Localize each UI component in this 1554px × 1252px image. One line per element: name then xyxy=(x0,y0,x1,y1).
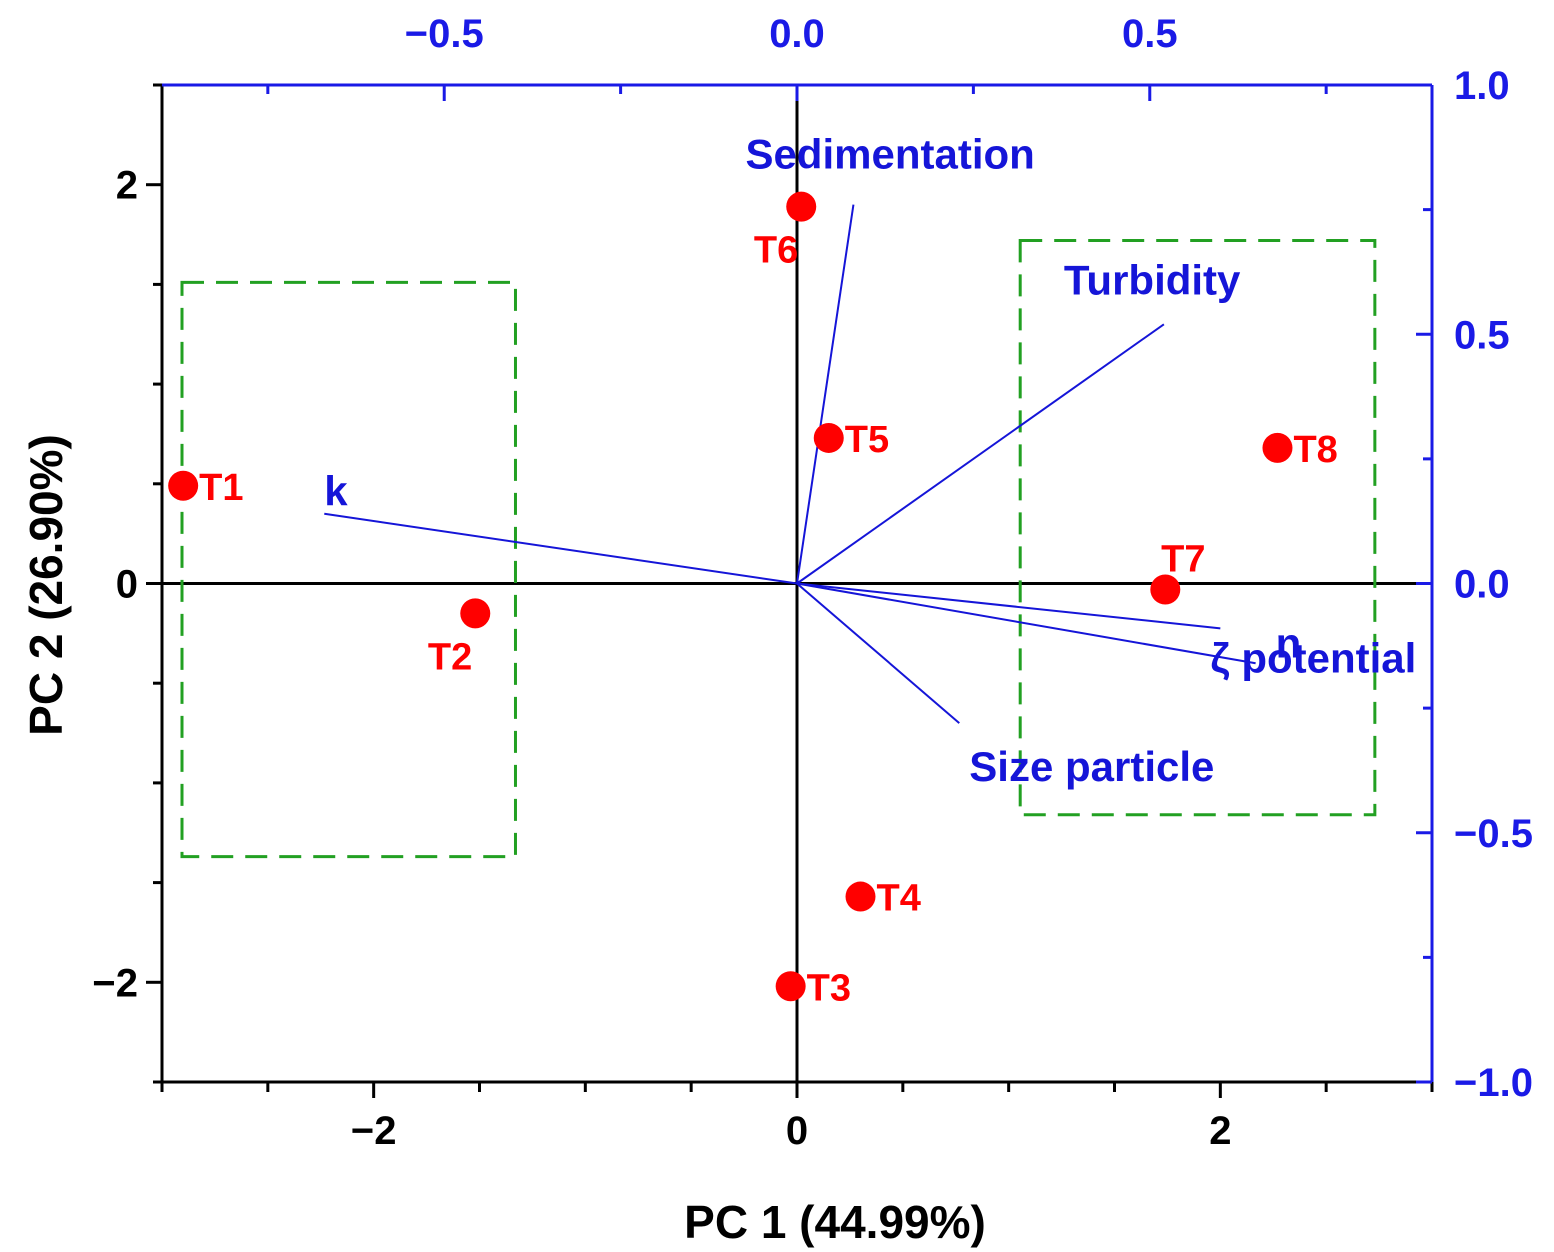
loading-vector-Size-particle xyxy=(796,582,960,724)
score-label-T8: T8 xyxy=(1293,429,1337,471)
loading-label-Sedimentation: Sedimentation xyxy=(745,131,1034,178)
loading-vector-n xyxy=(796,582,1256,665)
x-tick-label: −2 xyxy=(351,1109,397,1153)
x-tick-label: 0 xyxy=(786,1109,808,1153)
score-label-T5: T5 xyxy=(845,419,889,461)
top-tick-label: 0.5 xyxy=(1122,12,1178,56)
x-axis-title: PC 1 (44.99%) xyxy=(684,1196,986,1248)
y-tick-label: −2 xyxy=(92,961,138,1005)
right-tick-label: −1.0 xyxy=(1454,1061,1533,1105)
score-label-T3: T3 xyxy=(807,967,851,1009)
score-label-T1: T1 xyxy=(199,467,243,509)
axis-ticks: −2 0 2 −2 0 2 −0.5 0.0 0.5 1.0 0.5 0.0 −0.5 −1.0 xyxy=(92,12,1533,1153)
cluster-boxes xyxy=(180,239,1377,859)
top-tick-label: −0.5 xyxy=(405,12,484,56)
group-box-left-cluster xyxy=(180,280,517,859)
score-points: T1 T2 T3 T4 T5 T6 T7 T8 xyxy=(168,191,1338,1009)
loading-vector-k xyxy=(324,512,798,585)
right-tick-label: 0.0 xyxy=(1454,563,1510,607)
x-tick-label: 2 xyxy=(1209,1109,1231,1153)
loading-vector-ζ-potential xyxy=(796,582,1221,630)
loading-label-Turbidity: Turbidity xyxy=(1064,256,1241,303)
right-tick-label: 1.0 xyxy=(1454,64,1510,108)
score-label-T4: T4 xyxy=(877,878,921,920)
score-point-T2 xyxy=(460,598,491,629)
loading-vector-Sedimentation xyxy=(796,204,855,584)
score-point-T7 xyxy=(1150,574,1181,605)
score-point-T6 xyxy=(786,191,817,222)
score-point-T4 xyxy=(845,881,876,912)
top-tick-label: 0.0 xyxy=(769,12,825,56)
loading-label-k: k xyxy=(324,468,348,515)
group-box-right-cluster xyxy=(1018,239,1377,817)
score-point-T5 xyxy=(813,422,844,453)
loading-label-Size-particle: Size particle xyxy=(969,743,1214,790)
loading-label-n: n xyxy=(1276,619,1302,666)
score-label-T6: T6 xyxy=(754,230,798,272)
y-axis-title: PC 2 (26.90%) xyxy=(20,434,72,736)
score-point-T1 xyxy=(168,470,199,501)
right-tick-label: −0.5 xyxy=(1454,812,1533,856)
loading-vectors: Sedimentation Turbidity k nζ potential Size … xyxy=(324,131,1416,790)
loading-label-ζ-potential: ζ potential xyxy=(1210,634,1416,681)
y-tick-label: 2 xyxy=(116,164,138,208)
score-label-T2: T2 xyxy=(428,636,472,678)
score-point-T3 xyxy=(775,971,806,1002)
score-label-T7: T7 xyxy=(1161,538,1205,580)
right-tick-label: 0.5 xyxy=(1454,313,1510,357)
loading-vector-Turbidity xyxy=(796,323,1165,585)
y-tick-label: 0 xyxy=(116,563,138,607)
score-point-T8 xyxy=(1262,432,1293,463)
